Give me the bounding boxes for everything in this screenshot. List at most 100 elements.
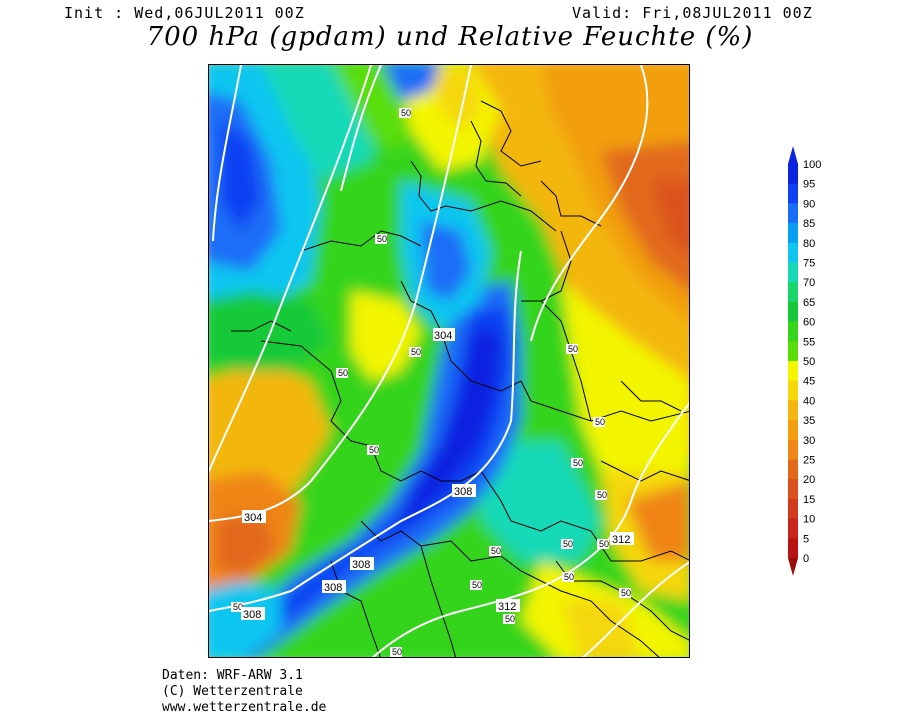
svg-text:50: 50 (564, 572, 574, 582)
svg-text:50: 50 (621, 588, 631, 598)
colorbar-tick-label: 10 (803, 514, 815, 526)
humidity-label: 50 (367, 445, 379, 455)
colorbar-swatch (788, 282, 798, 303)
svg-text:50: 50 (411, 347, 421, 357)
colorbar-tick-label: 50 (803, 356, 815, 368)
svg-text:304: 304 (244, 512, 262, 524)
height-label: 308 (452, 484, 476, 498)
svg-text:50: 50 (573, 458, 583, 468)
humidity-label: 50 (619, 588, 631, 598)
colorbar-tick-label: 90 (803, 198, 815, 210)
height-labels: 304 304 308 308 308 308 312 312 (241, 328, 634, 621)
colorbar-tick-label: 85 (803, 218, 815, 230)
colorbar-tick-label: 65 (803, 297, 815, 309)
weather-map: 50 50 50 50 50 50 50 50 50 50 50 50 50 5… (208, 64, 690, 658)
colorbar-tick-label: 30 (803, 435, 815, 447)
svg-text:50: 50 (568, 344, 578, 354)
humidity-label: 50 (336, 368, 348, 378)
svg-text:50: 50 (401, 108, 411, 118)
svg-text:308: 308 (352, 559, 370, 571)
svg-text:50: 50 (595, 417, 605, 427)
svg-text:50: 50 (472, 580, 482, 590)
humidity-label: 50 (503, 614, 515, 624)
colorbar-tick-label: 95 (803, 179, 815, 191)
humidity-label: 50 (595, 490, 607, 500)
colorbar-swatch (788, 361, 798, 382)
humidity-label: 50 (409, 347, 421, 357)
svg-text:50: 50 (377, 234, 387, 244)
humidity-colorbar: 100 95 90 85 80 75 70 65 60 55 50 45 40 35 30 25 20 15 10 5… (786, 144, 846, 584)
colorbar-tick-label: 60 (803, 317, 815, 329)
colorbar-tick-label: 15 (803, 494, 815, 506)
colorbar-swatch (788, 459, 798, 480)
colorbar-swatch (788, 341, 798, 362)
height-label: 304 (433, 328, 455, 342)
colorbar-tick-label: 45 (803, 376, 815, 388)
map-title: 700 hPa (gpdam) und Relative Feuchte (%) (146, 22, 754, 52)
colorbar-canvas: 1009590858075706560555045403530252015105… (788, 146, 821, 576)
colorbar-tick-label: 55 (803, 336, 815, 348)
colorbar-swatch (788, 498, 798, 520)
svg-text:50: 50 (392, 647, 402, 657)
humidity-label: 50 (231, 602, 243, 612)
colorbar-tick-label: 25 (803, 455, 815, 467)
weather-map-canvas: 50 50 50 50 50 50 50 50 50 50 50 50 50 5… (209, 65, 689, 657)
humidity-label: 50 (375, 234, 387, 244)
colorbar-tick-label: 70 (803, 277, 815, 289)
svg-text:50: 50 (563, 539, 573, 549)
colorbar-arrow-bottom (788, 558, 798, 576)
colorbar-tick-label: 100 (803, 159, 821, 171)
humidity-label: 50 (470, 580, 482, 590)
colorbar-swatch (788, 242, 798, 263)
credit-data-source: Daten: WRF-ARW 3.1 (162, 668, 303, 683)
colorbar-swatch (788, 183, 798, 204)
svg-text:50: 50 (369, 445, 379, 455)
colorbar-swatch (788, 380, 798, 401)
humidity-label: 50 (561, 539, 573, 549)
colorbar-swatch (788, 479, 798, 500)
svg-text:50: 50 (338, 368, 348, 378)
svg-text:304: 304 (434, 330, 452, 342)
humidity-label: 50 (390, 647, 402, 657)
credit-copyright: (C) Wetterzentrale (162, 684, 303, 699)
height-label: 312 (496, 599, 520, 613)
colorbar-tick-label: 0 (803, 553, 809, 565)
svg-text:50: 50 (491, 546, 501, 556)
humidity-label: 50 (566, 344, 578, 354)
height-label: 308 (350, 557, 374, 571)
height-label: 304 (242, 510, 266, 524)
humidity-label: 50 (489, 546, 501, 556)
height-label: 308 (241, 607, 265, 621)
colorbar-swatch (788, 223, 798, 244)
colorbar-swatch (788, 518, 798, 539)
height-contours (209, 65, 689, 657)
svg-text:50: 50 (505, 614, 515, 624)
humidity-label: 50 (562, 572, 574, 582)
height-label: 312 (610, 532, 634, 546)
height-label: 308 (322, 580, 346, 594)
colorbar-swatch (788, 301, 798, 323)
colorbar-tick-label: 40 (803, 395, 815, 407)
svg-text:50: 50 (599, 539, 609, 549)
colorbar-arrow-top (788, 146, 798, 164)
init-time-label: Init : Wed,06JUL2011 00Z (64, 4, 305, 22)
credit-website: www.wetterzentrale.de (162, 700, 327, 715)
colorbar-tick-label: 75 (803, 258, 815, 270)
colorbar-tick-label: 5 (803, 533, 809, 545)
colorbar-swatch (788, 164, 798, 185)
humidity-field (209, 65, 689, 657)
svg-text:308: 308 (324, 582, 342, 594)
svg-text:312: 312 (498, 601, 516, 613)
svg-text:50: 50 (597, 490, 607, 500)
humidity-label: 50 (593, 417, 605, 427)
humidity-label: 50 (597, 539, 609, 549)
humidity-labels: 50 50 50 50 50 50 50 50 50 50 50 50 50 5… (231, 108, 631, 657)
colorbar-swatch (788, 538, 798, 559)
svg-text:308: 308 (243, 609, 261, 621)
colorbar-swatch (788, 420, 798, 441)
colorbar-tick-label: 35 (803, 415, 815, 427)
humidity-label: 50 (399, 108, 411, 118)
colorbar-tick-label: 80 (803, 238, 815, 250)
colorbar-swatch (788, 400, 798, 421)
colorbar-swatch (788, 439, 798, 460)
